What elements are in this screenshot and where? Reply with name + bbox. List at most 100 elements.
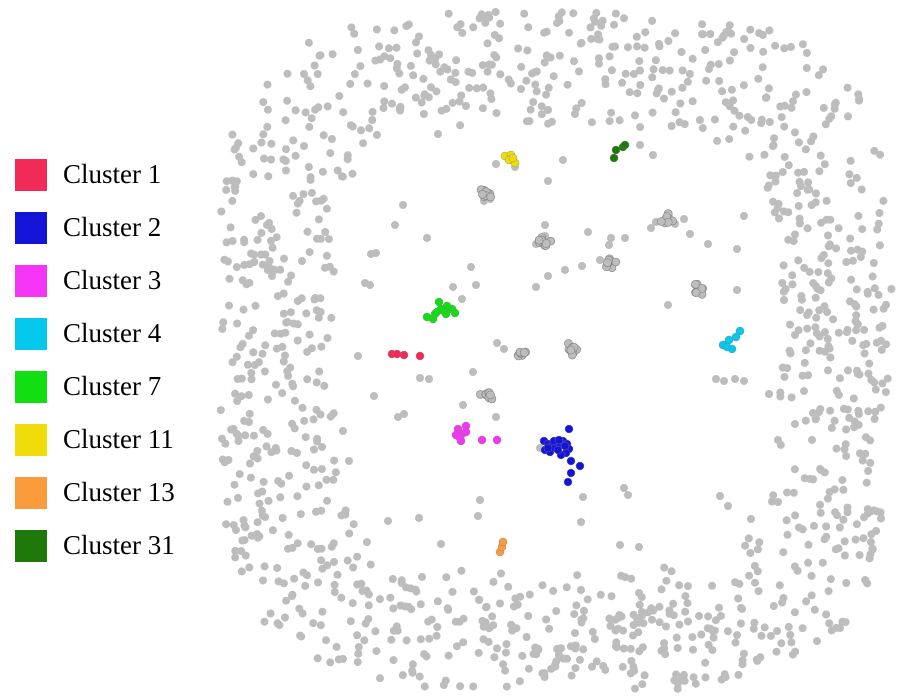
- background-node: [636, 141, 644, 149]
- background-node: [743, 113, 752, 121]
- background-node: [573, 571, 582, 580]
- background-node: [216, 406, 225, 415]
- background-node: [232, 352, 241, 361]
- background-node: [675, 581, 684, 590]
- background-node: [757, 631, 766, 640]
- background-node: [561, 266, 569, 274]
- background-node: [852, 285, 861, 294]
- cluster-node: [564, 424, 574, 434]
- background-node: [618, 662, 627, 671]
- background-node: [364, 601, 373, 610]
- background-node: [847, 275, 856, 284]
- background-node: [427, 83, 435, 92]
- background-node: [360, 636, 369, 645]
- background-node: [655, 618, 664, 627]
- background-node: [750, 561, 759, 570]
- background-node: [233, 319, 242, 328]
- background-node: [739, 649, 748, 658]
- background-node: [734, 594, 743, 603]
- background-node: [826, 575, 835, 584]
- background-node: [842, 452, 851, 461]
- background-node: [640, 43, 649, 52]
- background-node: [263, 105, 272, 114]
- background-node: [688, 97, 697, 106]
- background-node: [775, 581, 784, 590]
- background-node: [716, 492, 724, 500]
- background-node: [366, 281, 374, 289]
- background-node: [827, 626, 836, 635]
- background-node: [570, 610, 579, 619]
- background-node: [733, 631, 742, 640]
- background-node: [232, 177, 241, 186]
- background-node: [835, 523, 844, 532]
- background-node: [848, 336, 857, 345]
- background-node: [518, 651, 527, 660]
- background-node: [731, 638, 740, 647]
- background-node: [531, 80, 540, 89]
- background-node: [807, 571, 816, 580]
- background-node: [793, 566, 802, 575]
- background-node: [824, 242, 833, 251]
- background-node: [724, 502, 732, 510]
- background-node: [701, 46, 710, 54]
- background-node: [587, 118, 596, 127]
- background-node: [443, 604, 452, 613]
- background-node: [544, 83, 553, 92]
- cluster-node: [492, 435, 502, 445]
- background-node: [240, 536, 249, 545]
- background-node: [220, 458, 229, 467]
- background-node: [416, 374, 424, 382]
- background-node: [434, 130, 442, 138]
- cluster-nodes: [387, 140, 745, 557]
- background-node: [683, 599, 692, 608]
- background-node: [300, 416, 309, 425]
- background-node: [822, 610, 831, 619]
- background-node: [321, 263, 329, 272]
- background-node: [268, 243, 277, 252]
- background-node: [304, 163, 313, 171]
- background-node: [576, 39, 585, 48]
- background-node: [388, 99, 396, 108]
- background-node: [459, 401, 467, 409]
- background-node: [683, 77, 692, 86]
- background-node: [329, 409, 338, 418]
- cluster-node: [399, 350, 409, 360]
- background-node: [651, 56, 660, 65]
- background-node: [253, 518, 262, 527]
- background-node: [247, 369, 256, 377]
- background-node: [605, 614, 614, 623]
- grey-node: [691, 279, 700, 289]
- background-node: [301, 433, 310, 442]
- background-node: [418, 572, 426, 581]
- background-node: [231, 186, 240, 195]
- background-node: [225, 301, 233, 310]
- background-node: [542, 90, 551, 99]
- background-node: [816, 508, 825, 517]
- background-node: [260, 154, 268, 163]
- background-node: [469, 23, 478, 32]
- background-node: [575, 655, 584, 664]
- background-node: [633, 89, 642, 98]
- legend-item-cluster-31: Cluster 31: [15, 519, 175, 572]
- cluster-node: [461, 427, 471, 437]
- background-node: [791, 420, 799, 428]
- background-node: [281, 328, 290, 337]
- background-node: [577, 586, 585, 594]
- background-node: [879, 196, 888, 205]
- background-node: [228, 130, 237, 139]
- background-node: [881, 388, 890, 397]
- background-node: [392, 64, 401, 73]
- background-node: [472, 84, 481, 93]
- background-node: [607, 592, 616, 601]
- background-node: [373, 130, 381, 139]
- background-node: [241, 431, 250, 440]
- background-node: [779, 548, 788, 557]
- background-node: [760, 623, 769, 632]
- background-node: [307, 188, 316, 197]
- background-node: [675, 620, 684, 629]
- background-node: [552, 607, 561, 616]
- background-node: [763, 183, 772, 192]
- background-node: [733, 245, 741, 253]
- background-node: [789, 97, 797, 106]
- background-node: [812, 313, 821, 322]
